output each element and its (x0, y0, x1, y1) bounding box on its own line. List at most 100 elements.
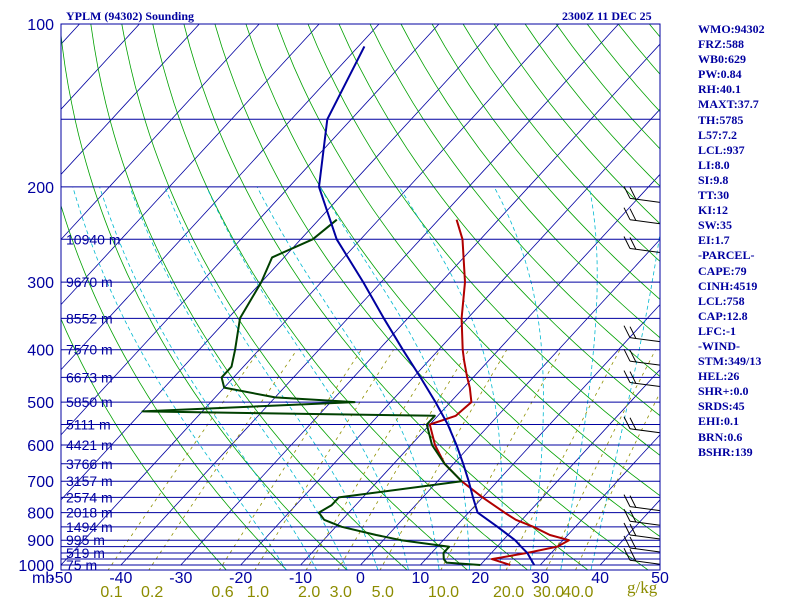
index-line: BSHR:139 (698, 444, 753, 459)
pressure-tick-label: 500 (27, 395, 54, 412)
isotherm-line (240, 108, 660, 566)
wind-barb (623, 522, 661, 540)
mixing-ratio-tick-label: 0.2 (141, 584, 163, 600)
height-label: 3766 m (66, 456, 113, 472)
temperature-tick-label: -50 (49, 570, 72, 587)
mixing-ratio-tick-label: 3.0 (330, 584, 352, 600)
index-line: WB0:629 (698, 52, 746, 67)
wind-barb (623, 494, 661, 512)
dry-adiabat-line (214, 24, 649, 570)
mixing-ratio-line (575, 391, 660, 570)
index-line: FRZ:588 (698, 37, 744, 52)
temperature-tick-label: 50 (651, 570, 669, 587)
mixing-ratio-tick-label: 20.0 (493, 584, 524, 600)
index-line: WMO:94302 (698, 22, 765, 36)
mixing-ratio-tick-label: 1.0 (247, 584, 269, 600)
mixing-ratio-line (254, 349, 394, 570)
index-line: BRN:0.6 (698, 429, 743, 444)
mixing-ratio-tick-label: 30.0 (533, 584, 564, 600)
mixing-ratio-line (379, 349, 508, 570)
wind-barb (623, 370, 661, 388)
dry-adiabat-line (307, 24, 660, 456)
height-label: 1494 m (66, 519, 113, 535)
temperature-tick-label: 0 (356, 570, 365, 587)
moist-adiabat-line (129, 186, 348, 570)
temperature-trace (428, 219, 570, 566)
index-line: TT:30 (698, 188, 730, 203)
dry-adiabat-line (338, 24, 660, 417)
pressure-tick-label: 600 (27, 438, 54, 455)
isotherm-line (61, 24, 380, 371)
moist-adiabat-line (164, 186, 379, 570)
isotherm-line (539, 434, 660, 566)
isotherm-line (180, 43, 660, 566)
isobars (61, 23, 660, 566)
height-label: 995 m (66, 532, 105, 548)
dry-adiabat-line (121, 24, 469, 570)
moist-adiabat-line (560, 186, 598, 570)
isotherm-line (61, 24, 500, 501)
moist-adiabat-line (72, 186, 287, 570)
temperature-tick-label: -20 (229, 570, 252, 587)
dry-adiabat-line (61, 204, 288, 570)
temperature-tick-label: 40 (591, 570, 609, 587)
chart-timestamp: 2300Z 11 DEC 25 (562, 9, 652, 23)
index-line: CINH:4519 (698, 278, 758, 293)
isotherm-line (61, 24, 200, 175)
wind-barb (623, 325, 661, 343)
mixing-ratio-labels: 0.1 0.2 0.6 1.0 2.0 3.0 5.0 10.0 20.0 30.040.0 (100, 584, 593, 600)
temperature-tick-label: -10 (289, 570, 312, 587)
wind-barb (623, 186, 661, 203)
height-label: 2574 m (66, 489, 113, 505)
dry-adiabat-line (462, 24, 660, 262)
isotherm-line (61, 24, 320, 306)
index-line: RH:40.1 (698, 82, 741, 97)
mixing-ratio-line (545, 349, 656, 570)
temperature-tick-label: 30 (531, 570, 549, 587)
wind-barb (623, 207, 661, 225)
wind-barbs (623, 186, 661, 565)
pressure-tick-label: 100 (27, 17, 54, 34)
mixing-ratio-line (505, 349, 621, 570)
mixing-ratio-line (440, 349, 562, 570)
dry-adiabat-line (245, 24, 660, 538)
index-line: SHR+:0.0 (698, 384, 749, 399)
pressure-tick-label: 200 (27, 180, 54, 197)
moist-adiabat-line (206, 186, 409, 570)
moist-adiabat-line (493, 186, 544, 570)
height-label: 7570 m (66, 342, 113, 358)
height-label: 4421 m (66, 437, 113, 453)
chart-title: YPLM (94302) Sounding (66, 9, 194, 23)
dry-adiabat-line (431, 24, 660, 300)
height-labels: 10940 m 9670 m 8552 m 7570 m 6673 m 5850 m 511… (66, 231, 120, 573)
index-line: MAXT:37.7 (698, 97, 759, 112)
temperature-tick-label: -40 (109, 570, 132, 587)
index-line: EI:1.7 (698, 233, 730, 248)
mixing-ratio-tick-label: 0.6 (211, 584, 233, 600)
sounding-traces (141, 45, 570, 566)
pressure-tick-label: 800 (27, 506, 54, 523)
pressure-tick-label: 400 (27, 343, 54, 360)
dry-adiabat-line (400, 24, 660, 339)
index-line: SW:35 (698, 218, 733, 233)
indices-panel: WMO:94302 FRZ:588 WB0:629 PW:0.84 RH:40.1 MAX… (698, 22, 798, 460)
isotherm-line (420, 303, 660, 566)
index-line: HEL:26 (698, 369, 740, 384)
temperature-tick-label: 20 (471, 570, 489, 587)
index-line: STM:349/13 (698, 354, 762, 369)
isotherm-line (300, 173, 660, 566)
wind-barb (623, 508, 661, 526)
mixing-ratio-tick-label: 10.0 (428, 584, 459, 600)
wind-barb (623, 236, 661, 253)
wind-barb (623, 548, 661, 565)
mixing-ratio-line (107, 349, 261, 570)
wind-barb (623, 348, 661, 366)
wind-barb (623, 416, 661, 434)
isotherm-line (61, 24, 260, 241)
height-label: 5850 m (66, 394, 113, 410)
index-line: SI:9.8 (698, 172, 729, 187)
index-line: PW:0.84 (698, 67, 742, 82)
index-line: CAPE:79 (698, 263, 747, 278)
height-label: 2018 m (66, 505, 113, 521)
pressure-tick-label: 1000 (18, 558, 54, 575)
